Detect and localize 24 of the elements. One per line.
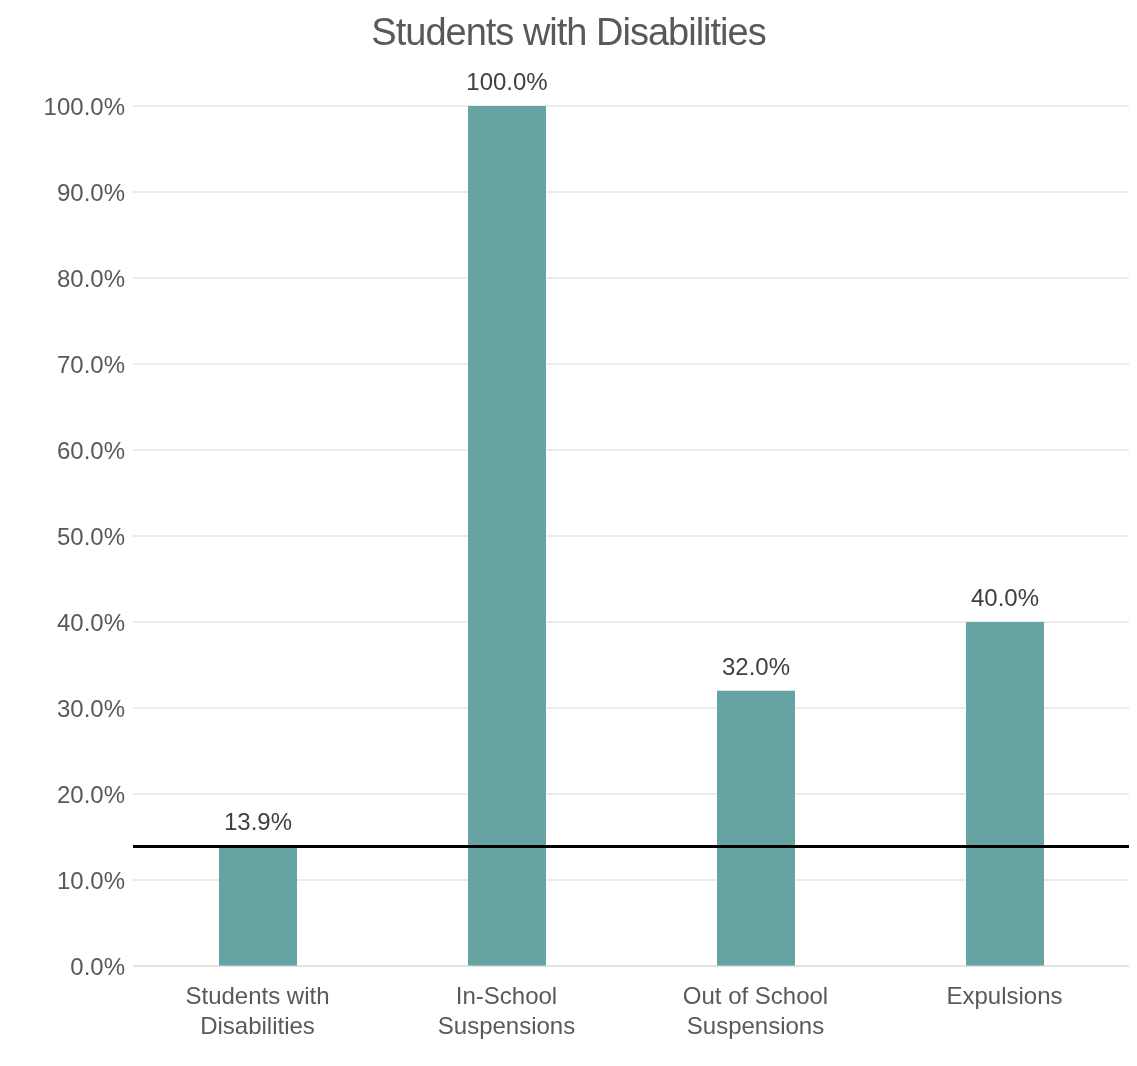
x-tick-label: Students with Disabilities: [185, 982, 330, 1039]
y-tick-label: 80.0%: [56, 264, 125, 292]
y-tick-label: 30.0%: [56, 694, 125, 722]
x-tick-label: Expulsions: [946, 982, 1063, 1009]
data-label: 13.9%: [223, 808, 293, 836]
bar: [468, 106, 546, 966]
x-tick-label: In-School Suspensions: [437, 982, 576, 1039]
y-tick-label: 20.0%: [56, 780, 125, 808]
y-tick-label: 100.0%: [43, 92, 125, 120]
y-tick-label: 60.0%: [56, 436, 125, 464]
data-label: 100.0%: [466, 68, 548, 95]
y-tick-label: 90.0%: [56, 178, 125, 206]
bar: [219, 846, 297, 966]
y-tick-label: 50.0%: [56, 522, 125, 550]
y-tick-label: 40.0%: [56, 608, 125, 636]
y-tick-label: 10.0%: [56, 866, 125, 894]
chart-title: Students with Disabilities: [370, 10, 767, 55]
data-label: 40.0%: [970, 584, 1040, 611]
y-tick-label: 0.0%: [70, 952, 125, 980]
x-tick-label: Out of School Suspensions: [682, 982, 829, 1039]
data-label: 32.0%: [721, 652, 791, 680]
bar: [966, 622, 1044, 966]
bar: [717, 690, 795, 966]
y-tick-label: 70.0%: [56, 350, 125, 378]
